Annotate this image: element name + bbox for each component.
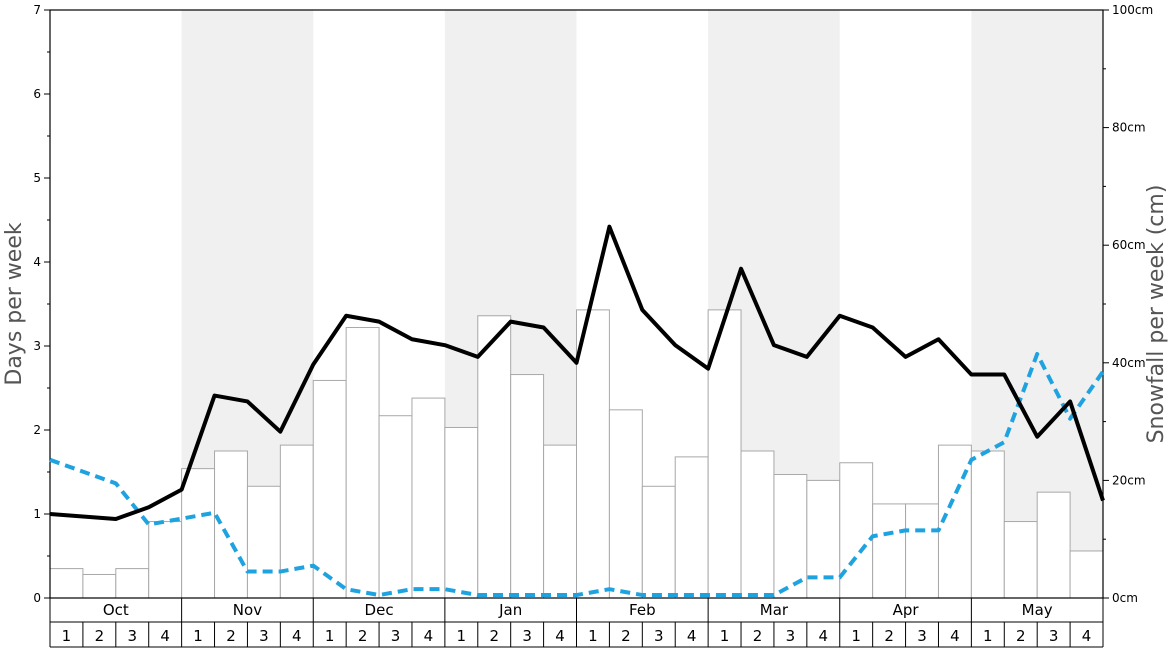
left-tick-label: 6 — [33, 87, 41, 101]
right-tick-label: 80cm — [1112, 121, 1146, 135]
month-label: Apr — [893, 601, 920, 619]
month-label: May — [1022, 601, 1053, 619]
left-tick-label: 5 — [33, 171, 41, 185]
snowfall-bar — [345, 327, 380, 599]
month-label: Oct — [103, 601, 129, 619]
week-label: 4 — [424, 627, 434, 645]
snowfall-bar — [49, 568, 84, 599]
snowfall-bar — [312, 379, 347, 599]
left-tick-label: 0 — [33, 591, 41, 605]
week-label: 3 — [1049, 627, 1059, 645]
week-label: 3 — [654, 627, 664, 645]
snowfall-bar — [214, 450, 248, 599]
snowfall-bar — [148, 521, 183, 599]
right-tick-label: 40cm — [1112, 356, 1146, 370]
week-label: 4 — [160, 627, 170, 645]
left-tick-label: 2 — [33, 423, 41, 437]
snowfall-bar — [608, 409, 643, 599]
week-label: 4 — [1082, 627, 1092, 645]
snowfall-bar — [740, 450, 775, 599]
right-tick-label: 100cm — [1112, 3, 1153, 17]
snowfall-line — [49, 351, 1105, 598]
month-label: Jan — [498, 601, 522, 619]
week-label: 2 — [489, 627, 499, 645]
week-label: 4 — [292, 627, 302, 645]
week-label: 3 — [786, 627, 796, 645]
snowfall-bar — [641, 485, 676, 599]
snowfall-bar — [576, 309, 610, 599]
snowfall-bar — [806, 479, 841, 599]
snowfall-bar — [246, 485, 281, 599]
week-label: 2 — [753, 627, 763, 645]
week-label: 2 — [621, 627, 631, 645]
week-label: 4 — [819, 627, 829, 645]
week-label: 4 — [687, 627, 697, 645]
snowfall-bar — [1069, 550, 1104, 599]
week-label: 1 — [457, 627, 467, 645]
week-label: 1 — [62, 627, 72, 645]
right-axis-title: Snowfall per week (cm) — [1144, 185, 1168, 444]
month-label: Nov — [233, 601, 262, 619]
week-label: 2 — [358, 627, 368, 645]
month-label: Feb — [629, 601, 656, 619]
snowfall-bar — [839, 462, 874, 599]
week-label: 1 — [325, 627, 335, 645]
month-label: Dec — [365, 601, 394, 619]
week-label: 3 — [127, 627, 137, 645]
snowfall-bar — [279, 444, 314, 599]
right-tick-label: 0cm — [1112, 591, 1138, 605]
month-label: Mar — [760, 601, 789, 619]
week-label: 3 — [259, 627, 269, 645]
left-axis-title: Days per week — [2, 222, 27, 385]
left-tick-label: 4 — [33, 255, 41, 269]
snowfall-bar — [510, 374, 545, 599]
left-tick-label: 1 — [33, 507, 41, 521]
week-label: 3 — [391, 627, 401, 645]
snowfall-bar — [905, 503, 939, 599]
left-tick-label: 7 — [33, 3, 41, 17]
week-label: 1 — [193, 627, 203, 645]
right-tick-label: 60cm — [1112, 238, 1146, 252]
snowfall-bar — [444, 426, 479, 599]
snowfall-bar — [872, 503, 907, 599]
week-label: 1 — [588, 627, 598, 645]
snowfall-bar — [181, 468, 216, 599]
week-label: 2 — [884, 627, 894, 645]
week-label: 4 — [555, 627, 565, 645]
snowfall-bar — [378, 415, 413, 599]
snowfall-bar — [115, 568, 150, 599]
days-line — [49, 224, 1105, 522]
week-label: 1 — [720, 627, 730, 645]
snowfall-bar — [477, 315, 512, 599]
snowfall-bar — [1036, 491, 1071, 599]
snowfall-bar — [674, 456, 709, 599]
week-label: 2 — [226, 627, 236, 645]
snowfall-bar — [543, 444, 577, 599]
snowfall-bar — [1003, 521, 1038, 599]
week-label: 2 — [1016, 627, 1026, 645]
left-tick-label: 3 — [33, 339, 41, 353]
week-label: 3 — [522, 627, 532, 645]
week-label: 2 — [95, 627, 105, 645]
week-label: 1 — [851, 627, 861, 645]
right-tick-label: 20cm — [1112, 473, 1146, 487]
week-label: 3 — [917, 627, 927, 645]
snowfall-bar — [82, 573, 117, 599]
snowfall-bar — [970, 450, 1005, 599]
snowfall-bar — [773, 474, 808, 599]
week-label: 1 — [983, 627, 993, 645]
week-label: 4 — [950, 627, 960, 645]
snowfall-bar — [411, 397, 446, 599]
